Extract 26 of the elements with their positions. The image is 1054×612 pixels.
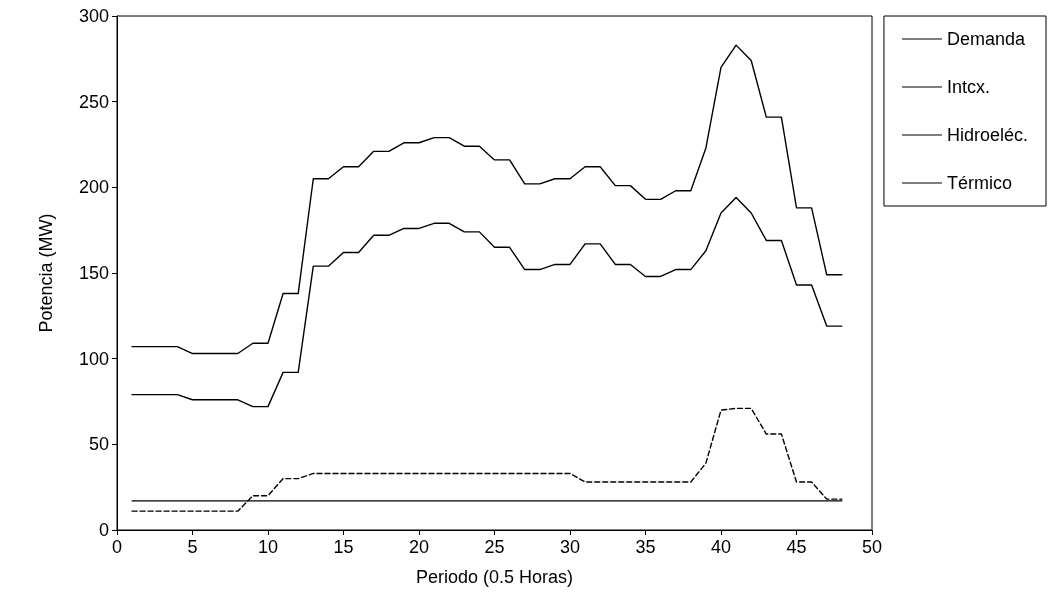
x-tick-label: 25 [484,537,505,557]
y-tick-label: 50 [88,434,109,455]
line-series [131,44,843,355]
y-tick-label: 0 [98,520,109,540]
y-tick-label: 200 [78,177,109,198]
x-tick-label: 35 [635,537,656,557]
legend-label: Demanda [946,29,1026,49]
x-tick-label: 30 [559,537,581,557]
x-tick-label: 5 [187,537,198,557]
line-series [131,196,843,408]
legend-label: Térmico [946,173,1012,193]
legend-label: Intcx. [946,77,990,97]
x-tick-label: 45 [786,537,807,557]
y-tick-label: 250 [78,91,109,112]
y-axis-title: Potencia (MW) [36,213,56,333]
x-tick-label: 20 [408,537,430,557]
x-tick-label: 10 [257,537,279,557]
x-axis-title: Periodo (0.5 Horas) [415,567,574,587]
y-tick-label: 100 [78,348,109,369]
x-tick-label: 0 [111,537,123,557]
legend-label: Hidroeléc. [946,125,1029,145]
x-tick-label: 40 [710,537,732,557]
x-tick-label: 15 [333,537,354,557]
x-tick-label: 50 [861,537,883,557]
y-tick-label: 150 [78,263,109,283]
y-tick-label: 300 [78,6,109,26]
